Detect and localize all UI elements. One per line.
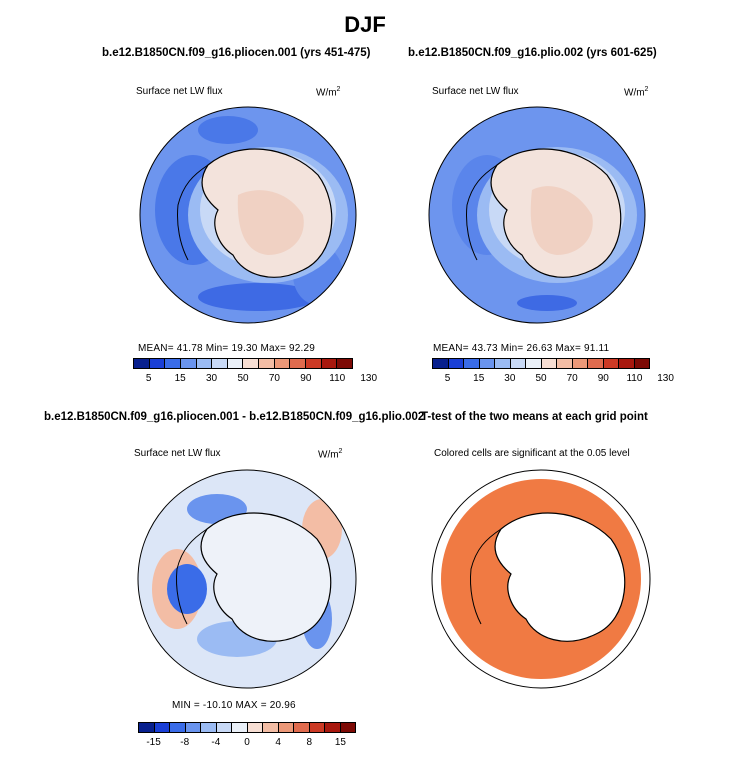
colorbar-tick-label: 110 (329, 373, 346, 384)
colorbar-swatch (309, 723, 325, 732)
colorbar-tick-label: 30 (206, 373, 218, 384)
colorbar-swatch (149, 359, 166, 368)
panel-4-note: Colored cells are significant at the 0.0… (434, 448, 630, 459)
colorbar-panel-3 (138, 722, 356, 733)
panel-1-stats: MEAN= 41.78 Min= 19.30 Max= 92.29 (138, 343, 315, 354)
colorbar-swatch (227, 359, 244, 368)
colorbar-swatch (294, 723, 310, 732)
colorbar-tick-label: 15 (174, 373, 186, 384)
panel-2-variable-label: Surface net LW flux (432, 86, 519, 97)
colorbar-tick-label: 30 (504, 373, 516, 384)
map-panel-4 (431, 469, 651, 689)
colorbar-swatch (134, 359, 150, 368)
colorbar-tick-label: 70 (566, 373, 578, 384)
colorbar-swatch (212, 359, 228, 368)
colorbar-swatch (278, 723, 294, 732)
colorbar-swatch (464, 359, 480, 368)
colorbar-tick-label: -4 (211, 737, 221, 748)
colorbar-swatch (232, 723, 248, 732)
antarctica-coastline (201, 148, 333, 278)
colorbar-swatch (263, 723, 279, 732)
map-panel-2 (428, 106, 646, 324)
colorbar-swatch (259, 359, 275, 368)
blue-patch (198, 283, 318, 311)
colorbar-swatch (495, 359, 511, 368)
colorbar-tick-label: -8 (180, 737, 190, 748)
colorbar-swatch (448, 359, 464, 368)
colorbar-panel-2 (432, 358, 650, 369)
colorbar-swatch (603, 359, 619, 368)
colorbar-swatch (541, 359, 557, 368)
colorbar-swatch (247, 723, 263, 732)
colorbar-panel-1 (133, 358, 353, 369)
colorbar-swatch (634, 359, 649, 368)
panel-3-units: W/m2 (318, 448, 343, 461)
colorbar-swatch (154, 723, 170, 732)
colorbar-swatch (433, 359, 449, 368)
colorbar-swatch (526, 359, 542, 368)
colorbar-swatch (572, 359, 588, 368)
panel-3-title: b.e12.B1850CN.f09_g16.pliocen.001 - b.e1… (44, 411, 425, 423)
colorbar-swatch (479, 359, 495, 368)
panel-1-title: b.e12.B1850CN.f09_g16.pliocen.001 (yrs 4… (102, 47, 371, 59)
colorbar-swatch (325, 723, 341, 732)
colorbar-swatch (290, 359, 307, 368)
colorbar-swatch (510, 359, 526, 368)
colorbar-tick-label: 8 (306, 737, 313, 748)
colorbar-swatch (306, 359, 322, 368)
panel-4-title: T-test of the two means at each grid poi… (421, 411, 648, 423)
colorbar-swatch (185, 723, 201, 732)
panel-3-variable-label: Surface net LW flux (134, 448, 221, 459)
colorbar-swatch (274, 359, 291, 368)
colorbar-tick-label: 130 (360, 373, 378, 384)
colorbar-swatch (165, 359, 181, 368)
colorbar-tick-label: 110 (626, 373, 643, 384)
colorbar-tick-label: 90 (597, 373, 609, 384)
panel-2-stats: MEAN= 43.73 Min= 26.63 Max= 91.11 (433, 343, 610, 354)
colorbar-swatch (337, 359, 352, 368)
colorbar-tick-label: 50 (237, 373, 249, 384)
colorbar-tick-label: 50 (535, 373, 547, 384)
colorbar-swatch (321, 359, 338, 368)
panel-2-title: b.e12.B1850CN.f09_g16.plio.002 (yrs 601-… (408, 47, 657, 59)
colorbar-swatch (557, 359, 573, 368)
panel-1-units: W/m2 (316, 86, 341, 99)
colorbar-tick-label: 130 (657, 373, 674, 384)
colorbar-tick-label: 0 (244, 737, 250, 748)
colorbar-swatch (139, 723, 155, 732)
colorbar-tick-label: 5 (444, 373, 451, 384)
colorbar-tick-label: -15 (146, 737, 161, 748)
antarctica-field (237, 190, 304, 255)
colorbar-swatch (196, 359, 213, 368)
colorbar-swatch (340, 723, 355, 732)
colorbar-tick-label: 70 (268, 373, 280, 384)
map-panel-3 (137, 469, 357, 689)
colorbar-tick-label: 5 (145, 373, 152, 384)
panel-2-units: W/m2 (624, 86, 649, 99)
colorbar-swatch (170, 723, 186, 732)
colorbar-swatch (243, 359, 260, 368)
colorbar-tick-label: 15 (334, 737, 346, 748)
colorbar-swatch (588, 359, 604, 368)
panel-3-stats: MIN = -10.10 MAX = 20.96 (172, 700, 296, 711)
panel-1-variable-label: Surface net LW flux (136, 86, 223, 97)
colorbar-swatch (216, 723, 232, 732)
figure-title: DJF (344, 12, 386, 37)
map-panel-1 (139, 106, 357, 324)
blue-patch (198, 116, 258, 144)
colorbar-tick-label: 4 (275, 737, 281, 748)
peninsula-coastline (177, 164, 209, 261)
colorbar-swatch (201, 723, 217, 732)
colorbar-tick-label: 90 (300, 373, 312, 384)
colorbar-tick-label: 15 (473, 373, 485, 384)
colorbar-swatch (180, 359, 197, 368)
colorbar-swatch (619, 359, 635, 368)
